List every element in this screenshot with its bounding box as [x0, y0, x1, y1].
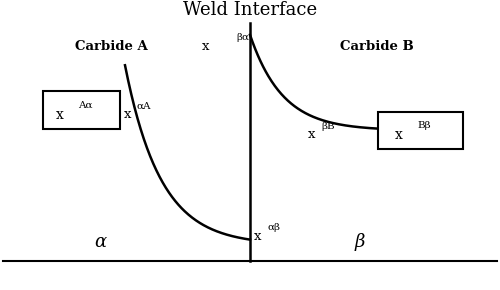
Text: αβ: αβ: [268, 223, 280, 232]
Text: αA: αA: [136, 101, 151, 110]
Text: βB: βB: [321, 122, 334, 131]
Text: x: x: [308, 128, 315, 141]
Bar: [378, 112, 462, 149]
Text: x: x: [124, 108, 132, 121]
Text: x: x: [254, 230, 262, 243]
Bar: [42, 91, 120, 129]
Text: Aα: Aα: [78, 101, 93, 110]
Text: Carbide B: Carbide B: [340, 40, 414, 53]
Text: βα: βα: [236, 33, 249, 42]
Text: Bβ: Bβ: [418, 121, 431, 130]
Text: x: x: [394, 128, 402, 142]
Text: α: α: [94, 233, 106, 251]
Text: Carbide A: Carbide A: [75, 40, 148, 53]
Text: Weld Interface: Weld Interface: [183, 1, 317, 19]
Text: x: x: [202, 40, 209, 53]
Text: β: β: [355, 233, 365, 251]
Text: x: x: [56, 108, 64, 122]
